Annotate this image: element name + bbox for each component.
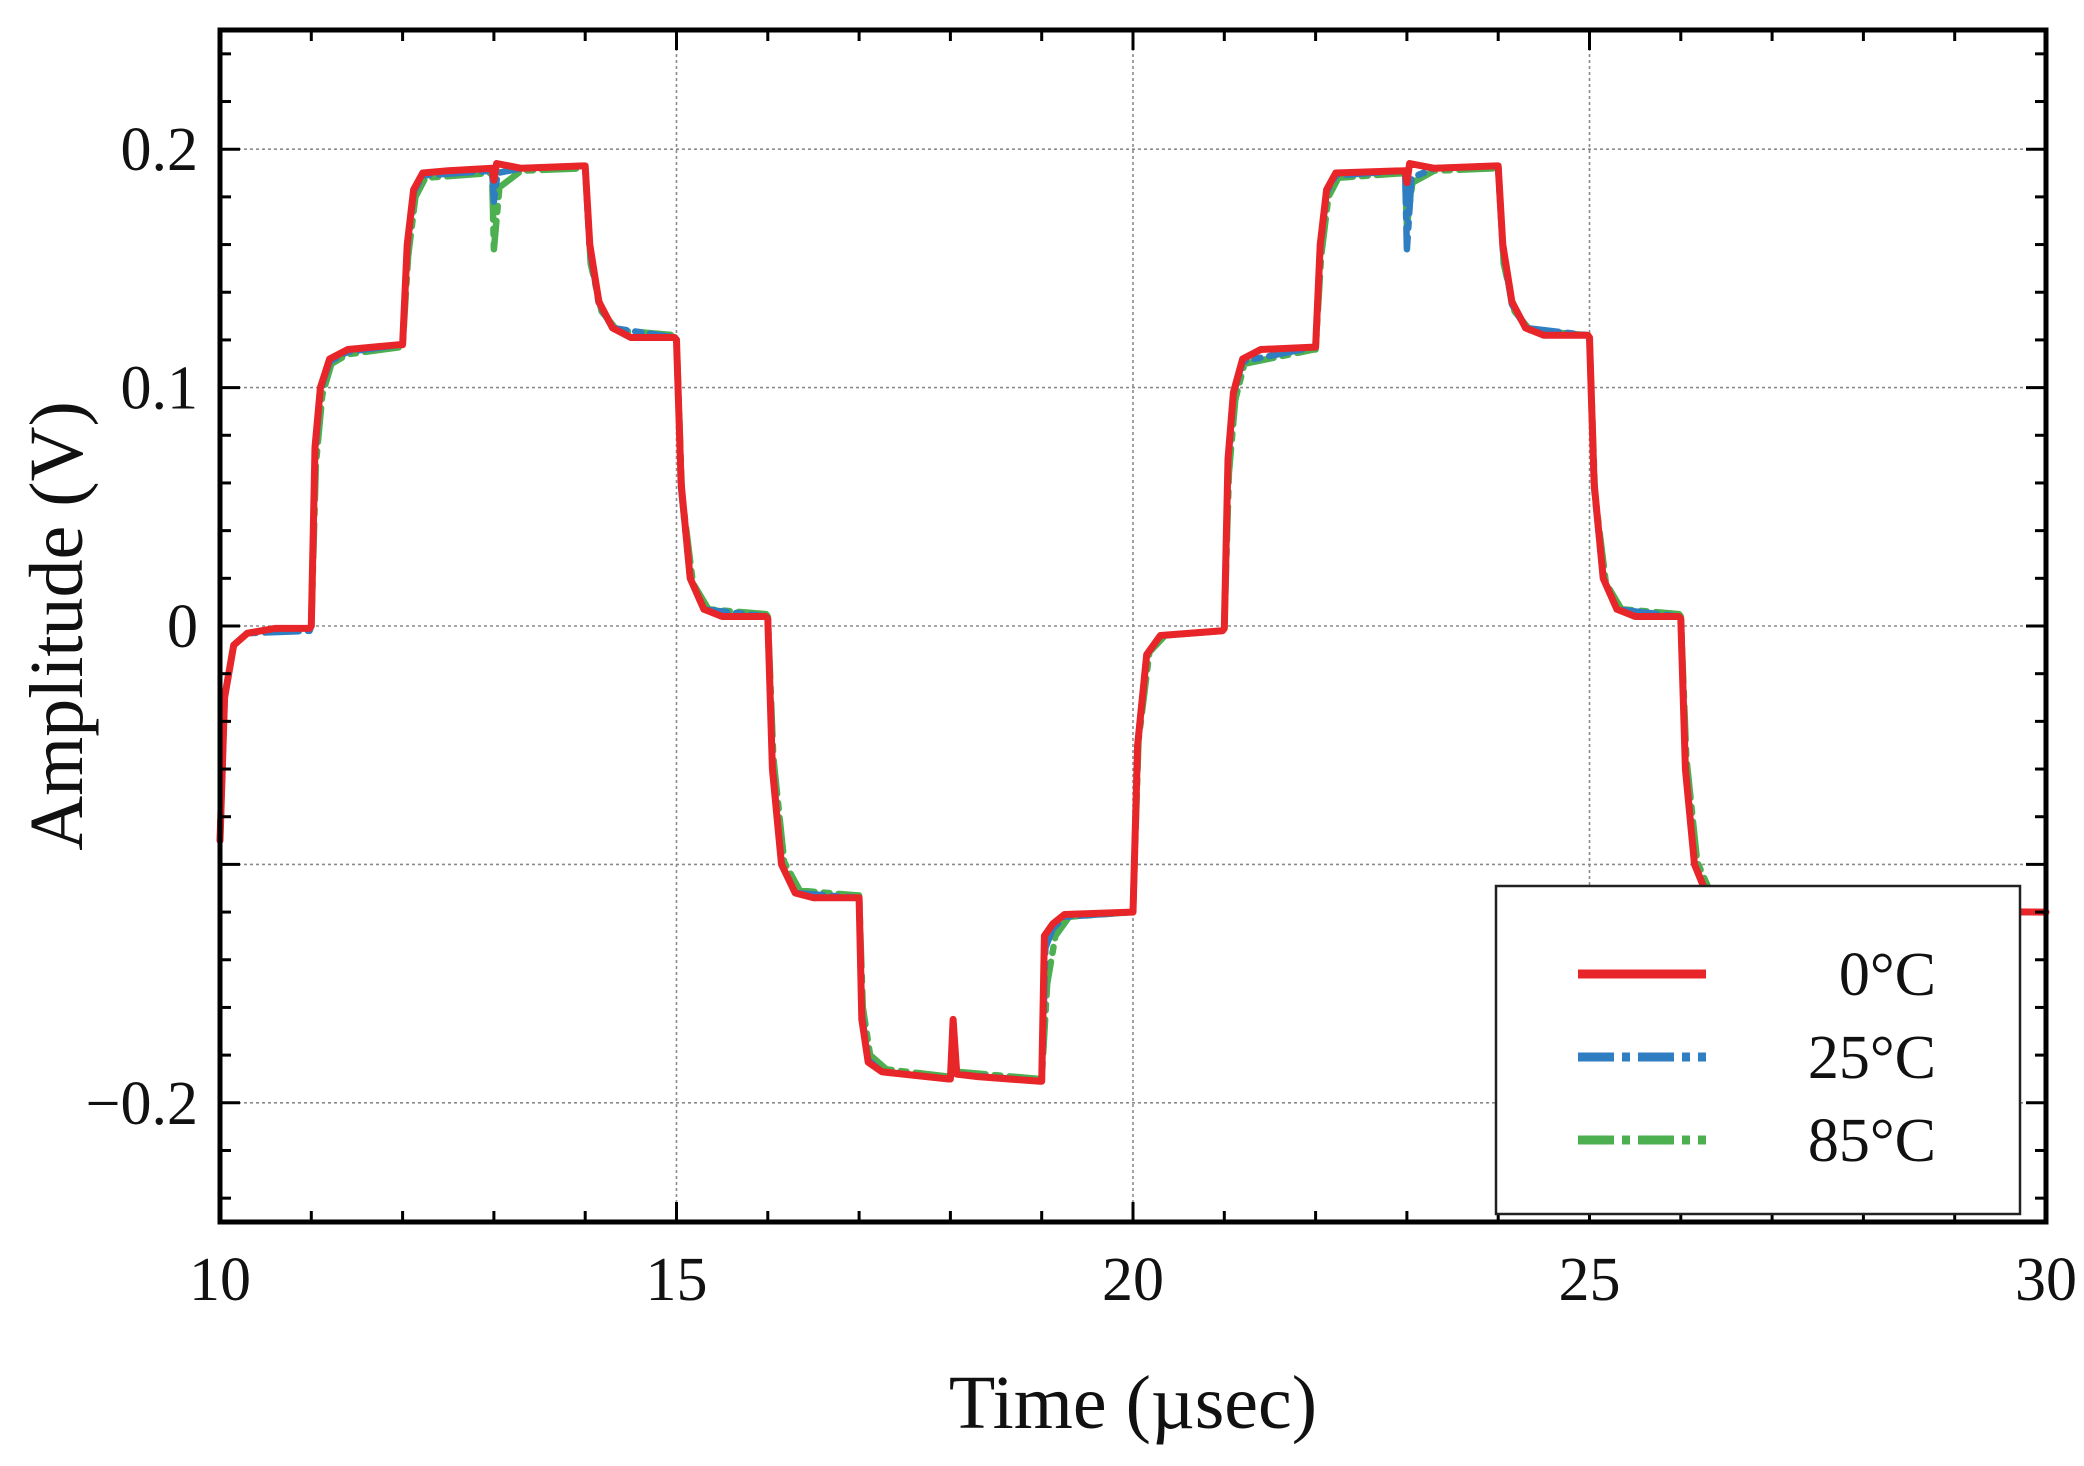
legend-label: 0°C <box>1839 941 1936 1009</box>
x-tick-label: 30 <box>2015 1246 2077 1314</box>
legend-label: 25°C <box>1808 1024 1936 1092</box>
x-tick-label: 25 <box>1559 1246 1621 1314</box>
y-axis-title: Amplitude (V) <box>15 401 99 851</box>
series-line-0C <box>216 160 2050 1085</box>
y-tick-label: −0.2 <box>86 1070 198 1138</box>
data-series <box>216 160 2050 1085</box>
legend-box <box>1494 884 2022 1216</box>
y-tick-label: 0.1 <box>121 355 199 423</box>
x-tick-label: 20 <box>1102 1246 1164 1314</box>
legend-label: 85°C <box>1808 1107 1936 1175</box>
y-tick-label: 0 <box>167 593 198 661</box>
axes <box>217 27 2049 1225</box>
x-tick-label: 15 <box>646 1246 708 1314</box>
y-tick-label: 0.2 <box>121 116 199 184</box>
x-axis-title: Time (µsec) <box>949 1361 1317 1445</box>
tick-labels: 10 15 20 25 30 −0.2 0 0.1 0.2 <box>86 116 2077 1314</box>
legend: 0°C 25°C 85°C <box>1494 884 2022 1216</box>
x-tick-label: 10 <box>189 1246 251 1314</box>
